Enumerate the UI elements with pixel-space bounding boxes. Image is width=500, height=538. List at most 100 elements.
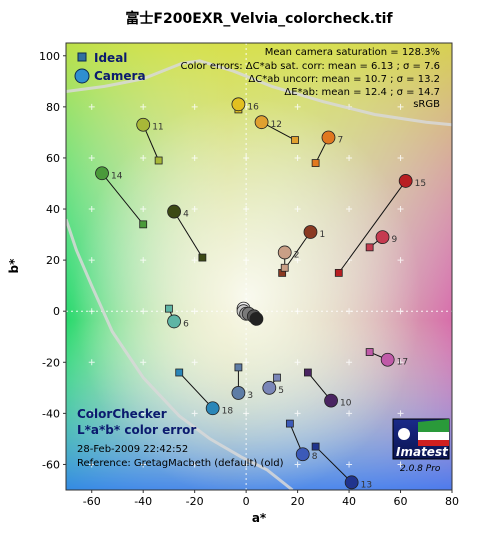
ideal-point-17 bbox=[365, 348, 374, 356]
camera-point-18 bbox=[205, 401, 220, 416]
ideal-point-4 bbox=[198, 253, 207, 262]
stats-box: Mean camera saturation = 128.3% Color er… bbox=[181, 47, 441, 110]
ideal-point-15 bbox=[334, 268, 343, 277]
grid-mark bbox=[191, 154, 198, 161]
x-tick-label: 20 bbox=[291, 495, 305, 508]
grid-mark bbox=[140, 103, 147, 110]
grid-mark bbox=[346, 154, 353, 161]
patch-label-9: 9 bbox=[392, 235, 398, 245]
x-tick-label: -40 bbox=[134, 495, 152, 508]
stat-dc-uncorr: ΔC*ab uncorr: mean = 10.7 ; σ = 13.2 bbox=[248, 74, 440, 85]
gamut-curve-top bbox=[66, 59, 452, 127]
ideal-point-9 bbox=[365, 243, 374, 252]
x-tick-label: 60 bbox=[394, 495, 408, 508]
y-tick-label: -60 bbox=[42, 458, 60, 471]
legend: Ideal Camera bbox=[74, 51, 146, 84]
patch-label-3: 3 bbox=[247, 391, 253, 401]
panel-date: 28-Feb-2009 22:42:52 bbox=[77, 444, 188, 455]
error-line-18 bbox=[178, 372, 214, 409]
grid-mark bbox=[294, 410, 301, 417]
logo-name: Imatest bbox=[396, 445, 449, 459]
panel-title-lab-error: L*a*b* color error bbox=[77, 423, 196, 437]
grid-mark bbox=[294, 206, 301, 213]
grid-mark bbox=[397, 359, 404, 366]
patch-label-14: 14 bbox=[111, 171, 123, 181]
camera-point-7 bbox=[321, 130, 336, 145]
error-line-15 bbox=[338, 180, 407, 274]
patch-label-6: 6 bbox=[183, 319, 189, 329]
y-axis-label: b* bbox=[7, 258, 21, 274]
patch-label-15: 15 bbox=[415, 179, 426, 189]
grid-mark bbox=[191, 257, 198, 264]
camera-point-15 bbox=[398, 174, 413, 188]
camera-point-5 bbox=[262, 380, 277, 395]
grid-mark bbox=[140, 206, 147, 213]
camera-point-8 bbox=[295, 447, 310, 462]
grid-mark bbox=[397, 103, 404, 110]
axis-ticks: -60 -40 -20 0 20 40 60 80 100 80 60 40 20 0 -20 -40 -60 bbox=[39, 50, 459, 508]
camera-point-12 bbox=[254, 115, 269, 130]
grid-mark bbox=[191, 103, 198, 110]
ideal-point-14 bbox=[139, 220, 148, 229]
legend-ideal-label: Ideal bbox=[94, 51, 127, 65]
ideal-point-2 bbox=[280, 263, 289, 272]
grid-mark bbox=[88, 410, 95, 417]
camera-point-11 bbox=[136, 117, 151, 132]
camera-point-10 bbox=[324, 393, 338, 408]
grid-mark bbox=[294, 103, 301, 110]
stat-dc-sat-corr: Color errors: ΔC*ab sat. corr: mean = 6.… bbox=[181, 61, 440, 72]
chart-title: 富士F200EXR_Velvia_colorcheck.tif bbox=[125, 10, 393, 27]
camera-point-2 bbox=[277, 245, 292, 260]
grid-mark bbox=[346, 206, 353, 213]
patch-label-13: 13 bbox=[361, 480, 372, 490]
grid-mark bbox=[294, 257, 301, 264]
camera-point-17 bbox=[380, 352, 395, 367]
ideal-point-10 bbox=[303, 368, 312, 377]
x-tick-label: 40 bbox=[342, 495, 356, 508]
grid-mark bbox=[191, 206, 198, 213]
grid-mark bbox=[346, 359, 353, 366]
patch-label-18: 18 bbox=[222, 406, 234, 416]
y-tick-label: 0 bbox=[53, 305, 60, 318]
stat-saturation: Mean camera saturation = 128.3% bbox=[265, 47, 440, 58]
patch-label-11: 11 bbox=[152, 123, 163, 133]
grid-mark bbox=[191, 461, 198, 468]
y-tick-label: -20 bbox=[42, 356, 60, 369]
patch-label-2: 2 bbox=[294, 250, 300, 260]
grid-mark bbox=[294, 359, 301, 366]
panel-title-colorchecker: ColorChecker bbox=[77, 407, 167, 421]
x-axis-label: a* bbox=[252, 511, 267, 525]
ideal-point-6 bbox=[165, 304, 173, 313]
y-tick-label: 60 bbox=[46, 152, 60, 165]
grid-mark bbox=[397, 206, 404, 213]
x-tick-label: -20 bbox=[186, 495, 204, 508]
patch-label-5: 5 bbox=[278, 386, 284, 396]
camera-point-4 bbox=[167, 204, 181, 219]
patch-label-10: 10 bbox=[340, 399, 352, 409]
grid-mark bbox=[397, 154, 404, 161]
ideal-point-3 bbox=[234, 363, 243, 372]
camera-point-24 bbox=[249, 311, 264, 326]
grid-mark bbox=[140, 461, 147, 468]
grid-mark bbox=[88, 154, 95, 161]
ideal-point-8 bbox=[285, 419, 294, 428]
camera-point-9 bbox=[375, 230, 390, 245]
grid-mark bbox=[346, 410, 353, 417]
stat-colorspace: sRGB bbox=[413, 99, 440, 110]
camera-point-13 bbox=[344, 475, 359, 490]
grid-mark bbox=[88, 257, 95, 264]
grid-mark bbox=[88, 206, 95, 213]
plot-frame bbox=[65, 42, 453, 491]
patch-label-12: 12 bbox=[271, 120, 282, 130]
error-line-13 bbox=[315, 446, 352, 483]
camera-point-1 bbox=[303, 225, 318, 239]
ideal-point-13 bbox=[311, 442, 320, 451]
ideal-point-18 bbox=[175, 368, 184, 377]
patch-label-7: 7 bbox=[337, 136, 343, 146]
grid-mark bbox=[294, 461, 301, 468]
logo-version: 2.0.8 Pro bbox=[400, 464, 441, 474]
panel-reference: Reference: GretagMacbeth (default) (old) bbox=[77, 458, 284, 469]
camera-point-6 bbox=[167, 314, 181, 329]
grid-mark bbox=[397, 410, 404, 417]
